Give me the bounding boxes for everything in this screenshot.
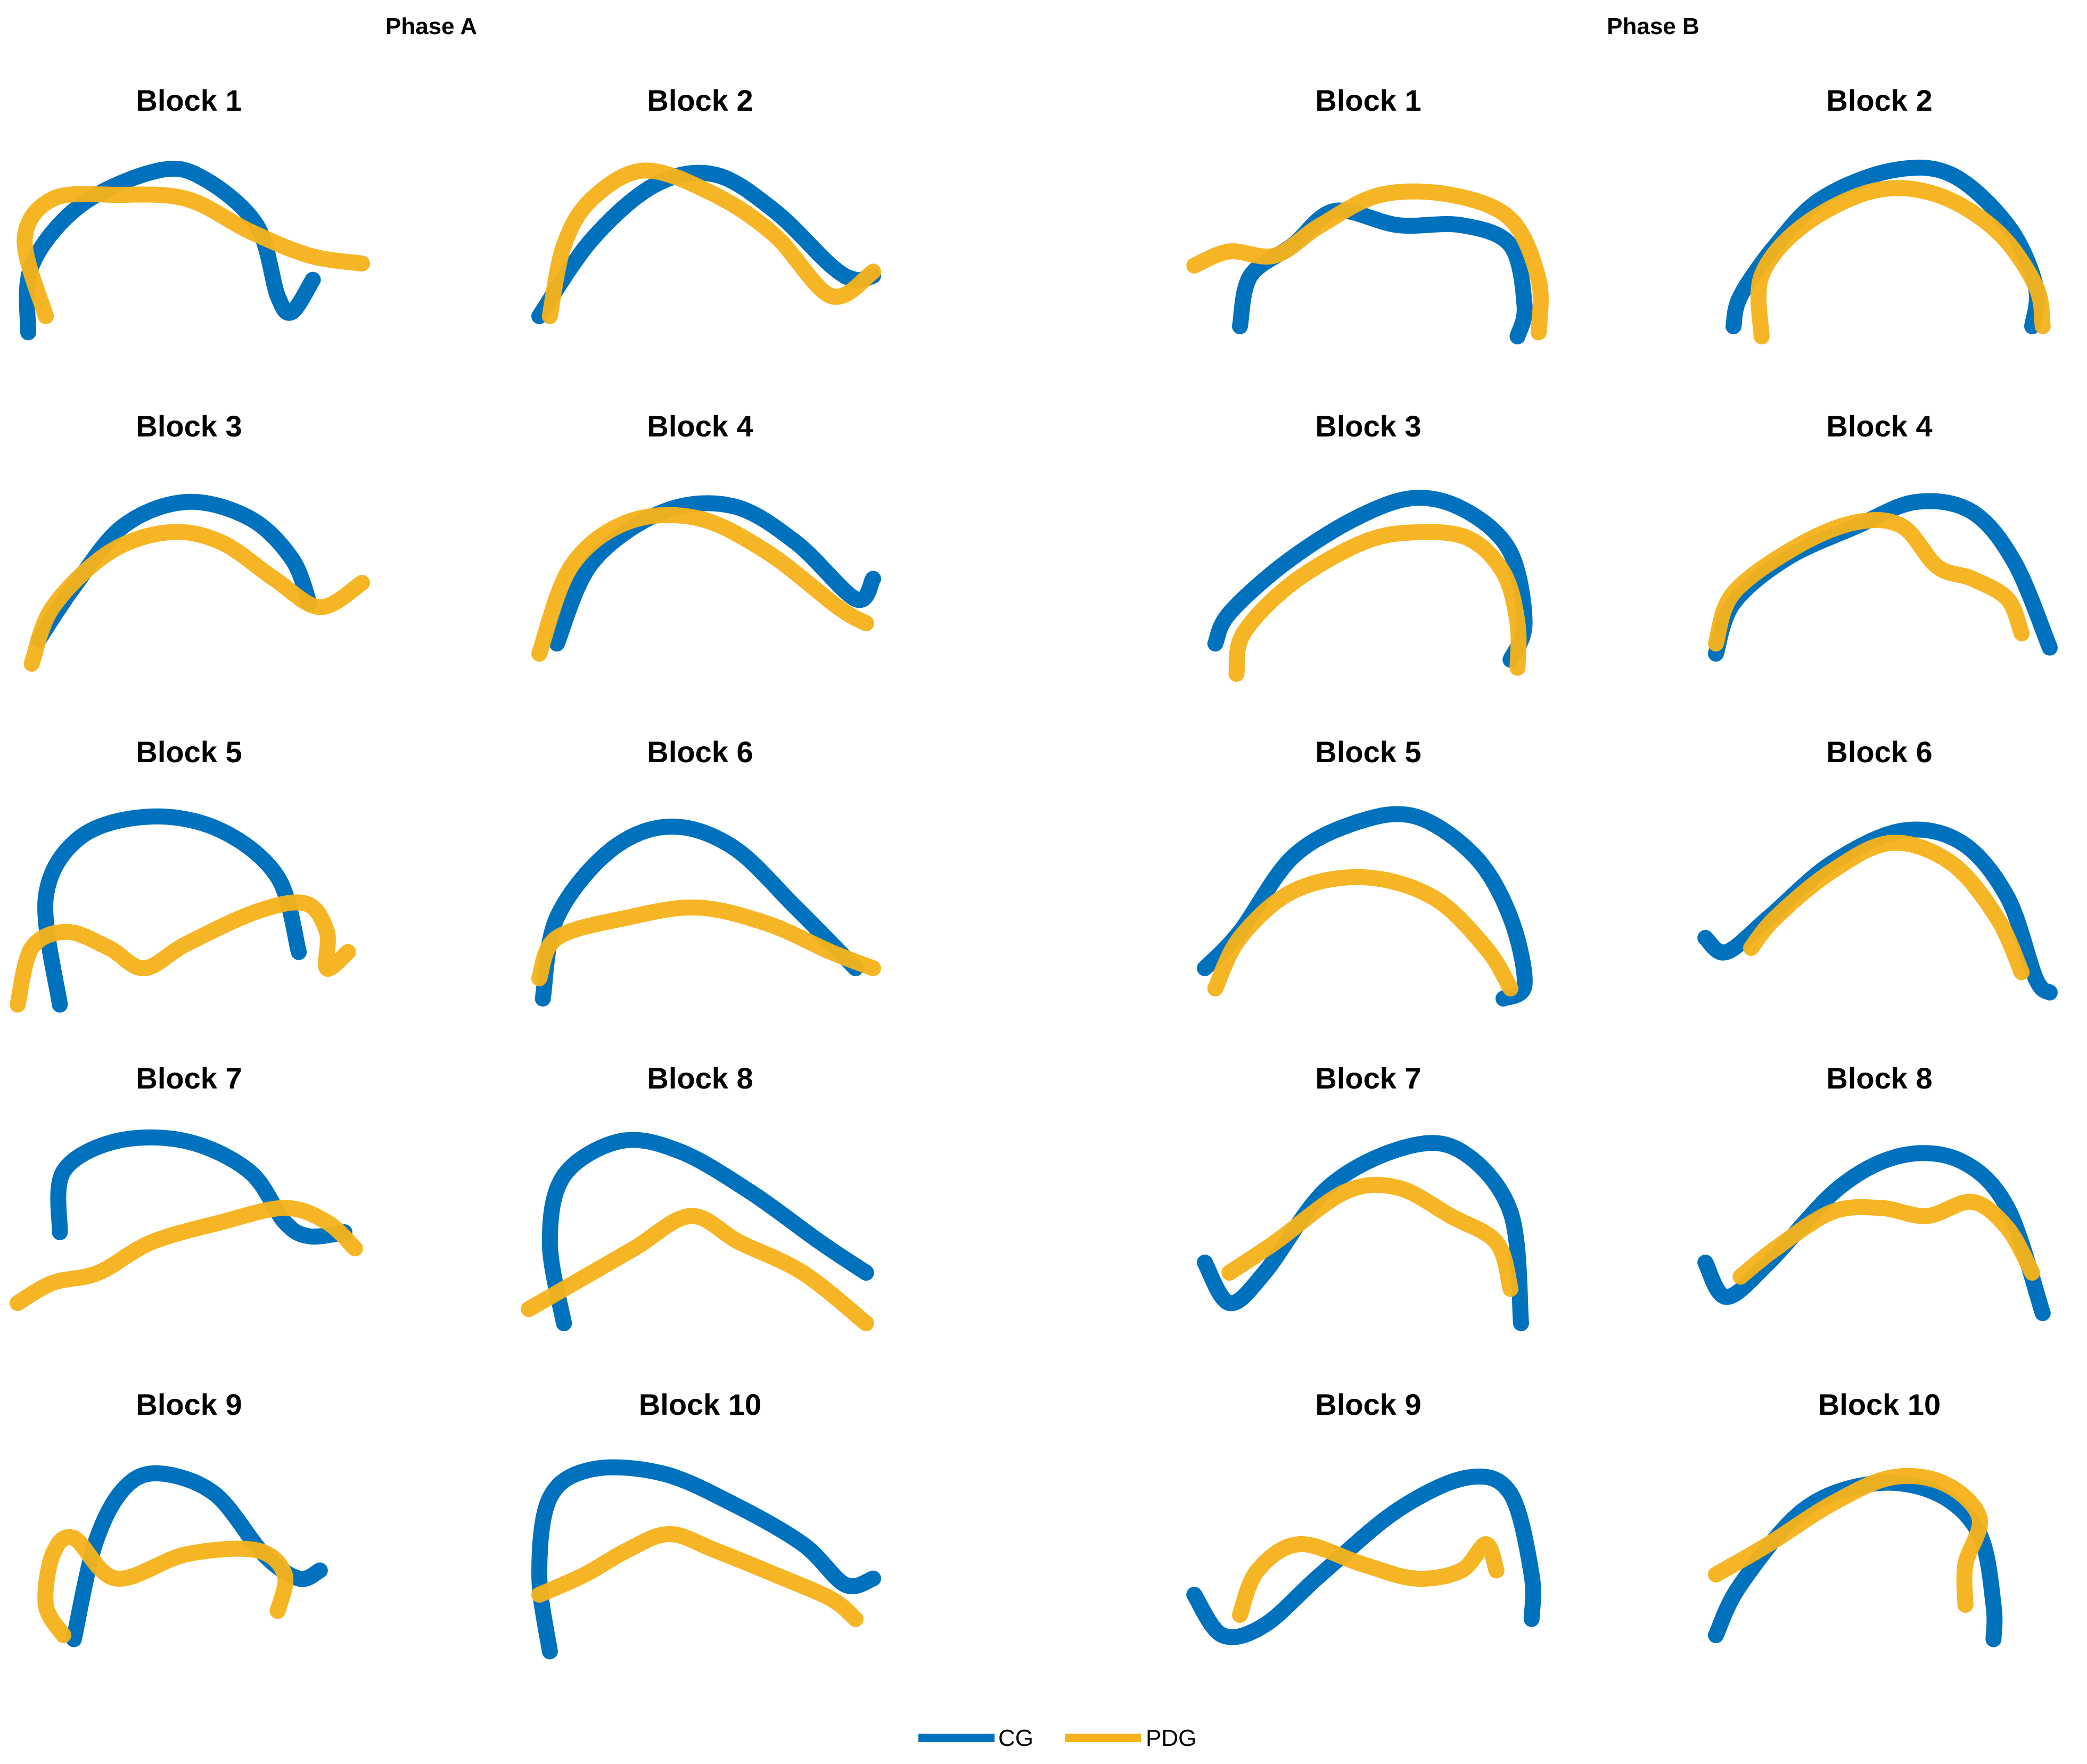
pdg-trace	[10, 1200, 363, 1311]
block-panel: Block 10	[1708, 1388, 2003, 1647]
pdg-trace	[521, 1208, 874, 1331]
block-panel: Block 2	[531, 84, 881, 324]
cg-trace	[1232, 202, 1533, 344]
pdg-trace	[1232, 1536, 1505, 1623]
block-title: Block 1	[136, 84, 242, 117]
block-title: Block 4	[1826, 409, 1932, 443]
cg-trace	[1708, 1474, 2003, 1647]
cg-trace	[50, 1129, 352, 1245]
block-panel: Block 3	[23, 409, 370, 672]
pdg-trace	[1221, 1176, 1519, 1297]
block-panel: Block 8	[521, 1061, 874, 1331]
cg-trace	[531, 1459, 881, 1660]
block-title: Block 6	[647, 735, 753, 769]
pdg-trace	[1750, 180, 2051, 344]
pdg-trace	[37, 1529, 294, 1643]
pdg-trace	[1732, 1193, 2040, 1285]
block-title: Block 7	[136, 1061, 242, 1095]
block-panel: Block 9	[37, 1388, 328, 1647]
block-title: Block 10	[639, 1388, 761, 1421]
block-panel: Block 10	[531, 1388, 881, 1660]
block-title: Block 4	[647, 409, 753, 443]
pdg-trace	[23, 524, 370, 672]
cg-trace	[1197, 1135, 1529, 1331]
block-title: Block 1	[1315, 84, 1421, 117]
cg-trace	[1207, 490, 1533, 668]
cg-trace	[535, 818, 864, 1007]
block-panel: Block 4	[531, 409, 881, 662]
cg-trace	[549, 495, 881, 652]
block-title: Block 5	[1315, 735, 1421, 769]
cg-trace	[541, 1132, 874, 1331]
cg-trace	[1697, 1145, 2051, 1321]
legend-cg-label: CG	[998, 1725, 1033, 1751]
block-title: Block 9	[136, 1388, 242, 1421]
block-title: Block 10	[1818, 1388, 1941, 1421]
block-panel: Block 3	[1207, 409, 1533, 682]
block-panel: Block 4	[1708, 409, 2058, 662]
pdg-trace	[1708, 512, 2030, 652]
pdg-trace	[10, 894, 356, 1013]
blocks-grid: Block 1 Block 2 Block 3 Block 4 Block 5 Block…	[10, 84, 2058, 1660]
block-title: Block 6	[1826, 735, 1932, 769]
pdg-trace	[531, 1526, 864, 1627]
block-panel: Block 7	[1197, 1061, 1529, 1331]
pdg-trace	[1708, 1468, 1988, 1613]
pdg-trace	[1743, 835, 2030, 980]
pdg-trace	[531, 899, 881, 986]
block-title: Block 7	[1315, 1061, 1421, 1095]
block-title: Block 2	[1826, 84, 1932, 117]
pdg-trace	[1186, 183, 1549, 341]
block-panel: Block 2	[1726, 84, 2051, 344]
block-panel: Block 5	[1197, 735, 1533, 1007]
block-title: Block 3	[136, 409, 242, 443]
block-title: Block 2	[647, 84, 753, 117]
block-panel: Block 8	[1697, 1061, 2051, 1321]
block-title: Block 8	[1826, 1061, 1932, 1095]
cg-trace	[1186, 1468, 1541, 1645]
pdg-trace	[531, 507, 874, 662]
pdg-trace	[541, 162, 881, 324]
block-panel: Block 6	[531, 735, 881, 1007]
legend: CG PDG	[918, 1725, 1196, 1751]
phase-b-title: Phase B	[1607, 13, 1699, 39]
block-panel: Block 9	[1186, 1388, 1541, 1645]
pdg-trace	[17, 186, 370, 324]
block-title: Block 5	[136, 735, 242, 769]
block-panel: Block 5	[10, 735, 356, 1013]
cg-trace	[37, 808, 307, 1013]
pdg-trace	[1207, 869, 1519, 996]
block-panel: Block 1	[17, 84, 370, 341]
block-panel: Block 7	[10, 1061, 363, 1311]
pdg-trace	[1228, 524, 1527, 682]
block-panel: Block 6	[1697, 735, 2058, 1001]
block-title: Block 3	[1315, 409, 1421, 443]
phase-a-title: Phase A	[385, 13, 477, 39]
cg-trace	[19, 160, 321, 341]
legend-pdg-label: PDG	[1146, 1725, 1196, 1751]
block-panel: Block 1	[1186, 84, 1549, 344]
cg-trace	[1697, 821, 2058, 1001]
block-title: Block 9	[1315, 1388, 1421, 1421]
cg-trace	[1197, 806, 1533, 1007]
block-title: Block 8	[647, 1061, 753, 1095]
cg-trace	[531, 164, 881, 324]
